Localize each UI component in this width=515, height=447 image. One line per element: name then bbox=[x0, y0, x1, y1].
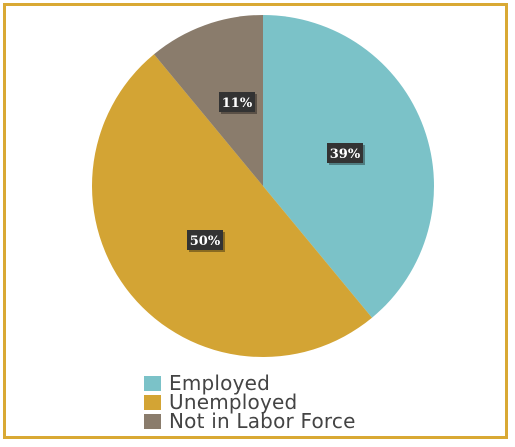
data-label-text: 11% bbox=[222, 96, 253, 111]
data-label-employed: 39% bbox=[327, 143, 365, 165]
pie-slice-employed bbox=[263, 15, 435, 318]
data-label-not-in-labor-force: 11% bbox=[219, 92, 257, 114]
pie-slice-unemployed bbox=[92, 54, 372, 357]
pie-slices bbox=[92, 15, 435, 357]
legend-item-not-in-labor-force: Not in Labor Force bbox=[144, 409, 356, 433]
legend-swatch-unemployed bbox=[144, 395, 161, 410]
data-label-box bbox=[219, 92, 255, 112]
legend-label-unemployed: Unemployed bbox=[169, 390, 298, 414]
legend-item-employed: Employed bbox=[144, 371, 356, 395]
legend-label-not-in-labor-force: Not in Labor Force bbox=[169, 409, 356, 433]
data-label-box bbox=[187, 230, 223, 250]
data-label-box bbox=[327, 143, 363, 163]
legend-swatch-not-in-labor-force bbox=[144, 414, 161, 429]
pie-slice-not-in-labor-force bbox=[154, 15, 263, 186]
data-label-text: 39% bbox=[330, 147, 361, 162]
data-label-unemployed: 50% bbox=[187, 230, 225, 252]
legend-label-employed: Employed bbox=[169, 371, 271, 395]
data-label-text: 50% bbox=[190, 234, 221, 249]
pie-data-labels: 39% 50% 11% bbox=[187, 92, 365, 252]
chart-legend: Employed Unemployed Not in Labor Force bbox=[144, 371, 356, 433]
legend-swatch-employed bbox=[144, 376, 161, 391]
legend-item-unemployed: Unemployed bbox=[144, 390, 356, 414]
